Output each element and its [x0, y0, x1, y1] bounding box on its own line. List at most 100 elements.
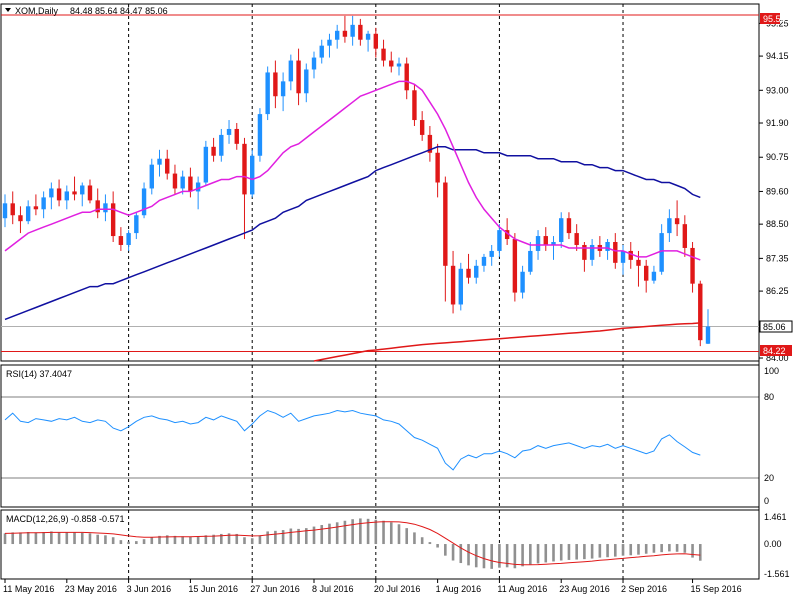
- macd-histogram-bar: [65, 532, 69, 545]
- candle-body: [41, 197, 46, 210]
- candle-body: [211, 146, 216, 156]
- macd-tick-label: 1.461: [764, 512, 787, 522]
- macd-histogram-bar: [590, 544, 594, 559]
- candle-body: [497, 230, 502, 251]
- candle-body: [466, 268, 471, 278]
- macd-histogram-bar: [127, 541, 130, 545]
- time-tick-label: 15 Sep 2016: [691, 584, 742, 594]
- symbol-label: XOM,Daily: [15, 6, 59, 16]
- time-axis: 11 May 2016 23 May 2016 3 Jun 2016 15 Jun 2…: [3, 579, 742, 594]
- time-tick-label: 11 May 2016: [3, 584, 54, 594]
- candle-body: [474, 265, 479, 278]
- macd-histogram-bar: [3, 533, 7, 545]
- candle-body: [551, 242, 556, 245]
- macd-histogram-bar: [521, 544, 524, 567]
- candle-body: [404, 63, 409, 91]
- chevron-down-icon[interactable]: [5, 8, 11, 12]
- candle-body: [95, 200, 100, 213]
- support-label: 84.22: [763, 346, 786, 356]
- macd-histogram-bar: [505, 544, 509, 568]
- price-tick-label: 94.15: [766, 51, 789, 61]
- candle-body: [582, 244, 587, 260]
- macd-histogram-bar: [405, 528, 409, 545]
- moving-averages: [4, 80, 701, 362]
- price-tick-label: 87.35: [766, 253, 789, 263]
- candle-body: [412, 90, 417, 121]
- candle-body: [296, 60, 301, 94]
- candle-body: [304, 69, 309, 94]
- resistance-label-box: [760, 13, 780, 24]
- price-axis: 95.2594.1593.0091.9090.7589.6088.5087.35…: [759, 18, 789, 363]
- candle-body: [242, 143, 247, 195]
- macd-histogram-bar: [482, 544, 486, 569]
- candle-body: [280, 81, 286, 97]
- macd-histogram-bar: [552, 544, 555, 562]
- macd-series: [3, 518, 702, 569]
- macd-tick-label: -1.561: [764, 569, 790, 579]
- macd-histogram-bar: [135, 541, 138, 545]
- resistance-label: 95.53: [763, 14, 786, 24]
- candle-body: [203, 146, 209, 183]
- macd-histogram-bar: [529, 544, 532, 565]
- time-tick-label: 15 Jun 2016: [188, 584, 238, 594]
- candle-body: [450, 265, 456, 305]
- macd-histogram-bar: [420, 537, 424, 545]
- candle-body: [566, 218, 572, 234]
- macd-histogram-bar: [289, 528, 293, 545]
- macd-signal-line: [4, 521, 701, 566]
- rsi-tick-label: 80: [764, 392, 774, 402]
- macd-histogram-bar: [351, 519, 354, 545]
- candle-body: [381, 48, 386, 61]
- candle-body: [72, 191, 77, 195]
- ma-slow-line: [313, 322, 701, 362]
- macd-histogram-bar: [598, 544, 602, 558]
- macd-histogram-bar: [243, 537, 246, 545]
- ma-fast-line: [4, 80, 701, 261]
- candle-body: [667, 218, 672, 234]
- candle-body: [373, 33, 379, 49]
- macd-histogram-bar: [304, 528, 308, 545]
- macd-tick-label: 0.00: [764, 539, 782, 549]
- candle-body: [605, 242, 610, 251]
- time-tick-label: 3 Jun 2016: [127, 584, 172, 594]
- price-levels: [1, 14, 759, 352]
- candle-body: [342, 30, 348, 37]
- candle-body: [674, 218, 680, 225]
- time-tick-label: 11 Aug 2016: [497, 584, 547, 594]
- macd-histogram-bar: [320, 525, 324, 545]
- time-tick-label: 23 Aug 2016: [559, 584, 610, 594]
- candle-body: [250, 155, 255, 195]
- candle-body: [18, 215, 23, 222]
- candle-body: [195, 182, 201, 192]
- macd-histogram-bar: [675, 544, 679, 552]
- candle-body: [504, 230, 510, 240]
- candle-body: [110, 203, 116, 237]
- macd-histogram-bar: [436, 544, 439, 548]
- macd-histogram-bar: [451, 544, 455, 561]
- candle-body: [33, 206, 39, 210]
- candle-body: [620, 250, 626, 263]
- candle-body: [257, 114, 263, 156]
- candle-body: [589, 244, 595, 260]
- macd-histogram-bar: [544, 544, 548, 563]
- macd-histogram-bar: [428, 542, 432, 545]
- price-panel-frame: [0, 3, 760, 362]
- candle-body: [358, 24, 363, 40]
- macd-histogram-bar: [250, 538, 254, 545]
- candle-body: [226, 128, 232, 135]
- price-tick-label: 86.25: [766, 286, 789, 296]
- candle-body: [319, 45, 324, 58]
- candle-body: [543, 236, 548, 245]
- macd-histogram-bar: [359, 518, 362, 545]
- candle-body: [396, 63, 402, 67]
- macd-axis: 1.461 0.00 -1.561: [764, 512, 790, 579]
- candle-body: [118, 236, 124, 245]
- macd-histogram-bar: [204, 535, 208, 545]
- support-label-box: [760, 345, 792, 356]
- current-price-label: 85.06: [763, 322, 786, 332]
- macd-histogram-bar: [165, 535, 169, 545]
- macd-histogram-bar: [19, 532, 22, 545]
- macd-histogram-bar: [621, 544, 625, 556]
- candle-body: [334, 30, 340, 40]
